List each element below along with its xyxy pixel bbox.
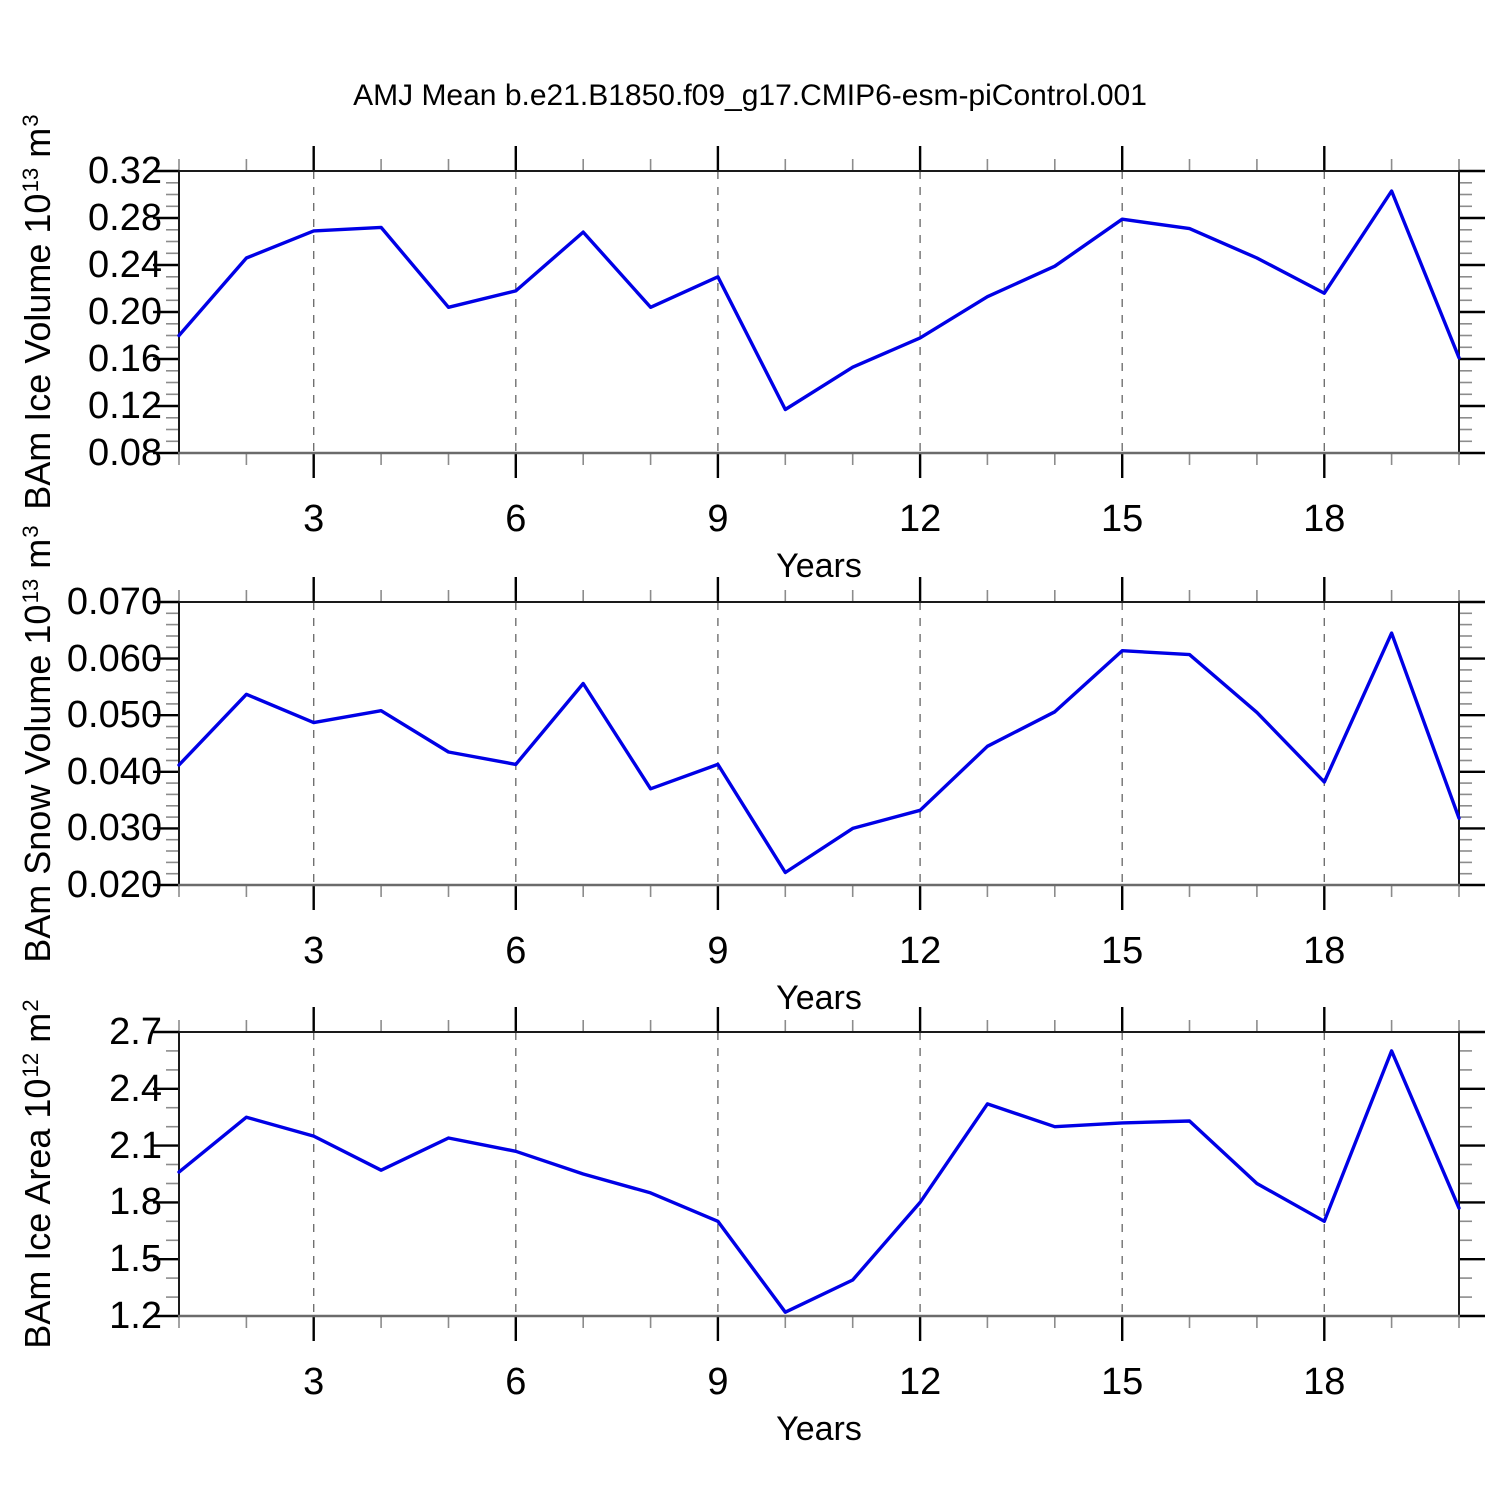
x-tick-label: 6 — [505, 1361, 527, 1403]
x-tick-label: 18 — [1303, 1361, 1346, 1403]
figure-title: AMJ Mean b.e21.B1850.f09_g17.CMIP6-esm-p… — [353, 79, 1147, 112]
y-tick-label: 0.08 — [88, 432, 162, 474]
y-tick-label: 2.4 — [109, 1067, 162, 1110]
y-tick-label: 0.32 — [88, 150, 162, 192]
y-tick-label: 0.040 — [66, 750, 162, 793]
x-tick-label: 3 — [303, 1361, 325, 1403]
plot-border — [178, 170, 1460, 453]
x-tick-label: 3 — [303, 930, 325, 972]
y-tick-label: 0.28 — [88, 197, 162, 239]
x-tick-label: 15 — [1101, 930, 1144, 972]
x-tick-label: 6 — [505, 930, 527, 972]
superscript: 3 — [17, 524, 43, 538]
y-tick-label: 0.070 — [66, 581, 162, 623]
x-tick-label: 15 — [1101, 498, 1144, 540]
x-tick-label: 15 — [1101, 1361, 1144, 1403]
y-axis-title: BAm Ice Volume 1013 m3 — [17, 114, 58, 510]
x-axis-title-ice-area: Years — [776, 1410, 862, 1448]
x-tick-label: 9 — [707, 930, 729, 972]
superscript: 12 — [17, 1052, 43, 1078]
x-tick-label: 6 — [505, 498, 527, 540]
y-tick-label: 0.060 — [66, 637, 162, 680]
y-tick-label: 0.020 — [66, 864, 162, 906]
x-tick-label: 3 — [303, 498, 325, 540]
x-tick-label: 9 — [707, 1361, 729, 1403]
superscript: 3 — [17, 114, 43, 127]
superscript: 2 — [17, 999, 43, 1012]
data-line — [177, 189, 1461, 412]
superscript: 13 — [17, 167, 43, 193]
x-axis-title-snow-volume: Years — [776, 979, 862, 1017]
y-tick-label: 0.20 — [88, 291, 162, 333]
x-tick-label: 18 — [1303, 930, 1346, 972]
x-tick-label: 9 — [707, 498, 729, 540]
y-tick-label: 1.5 — [109, 1238, 162, 1281]
y-tick-label: 1.2 — [109, 1295, 162, 1337]
x-tick-label: 12 — [898, 498, 942, 540]
y-axis-title: BAm Snow Volume 1013 m3 — [17, 524, 58, 963]
x-tick-label: 12 — [898, 1361, 942, 1403]
y-tick-label: 0.030 — [66, 807, 162, 850]
x-tick-label: 18 — [1303, 498, 1346, 540]
y-tick-label: 1.8 — [109, 1181, 162, 1224]
y-tick-label: 0.16 — [88, 338, 162, 380]
y-tick-label: 0.12 — [88, 385, 162, 427]
y-tick-label: 0.050 — [66, 694, 162, 737]
x-tick-label: 12 — [898, 930, 942, 972]
data-line — [177, 631, 1461, 875]
plot-border — [178, 601, 1460, 885]
plot-border — [178, 1031, 1460, 1316]
data-line — [177, 1049, 1461, 1314]
y-axis-title: BAm Ice Area 1012 m2 — [17, 999, 58, 1349]
y-tick-label: 2.7 — [109, 1011, 162, 1053]
y-tick-label: 2.1 — [109, 1124, 162, 1167]
y-tick-label: 0.24 — [88, 244, 162, 286]
x-axis-title-ice-volume: Years — [776, 547, 862, 585]
superscript: 13 — [17, 578, 43, 604]
